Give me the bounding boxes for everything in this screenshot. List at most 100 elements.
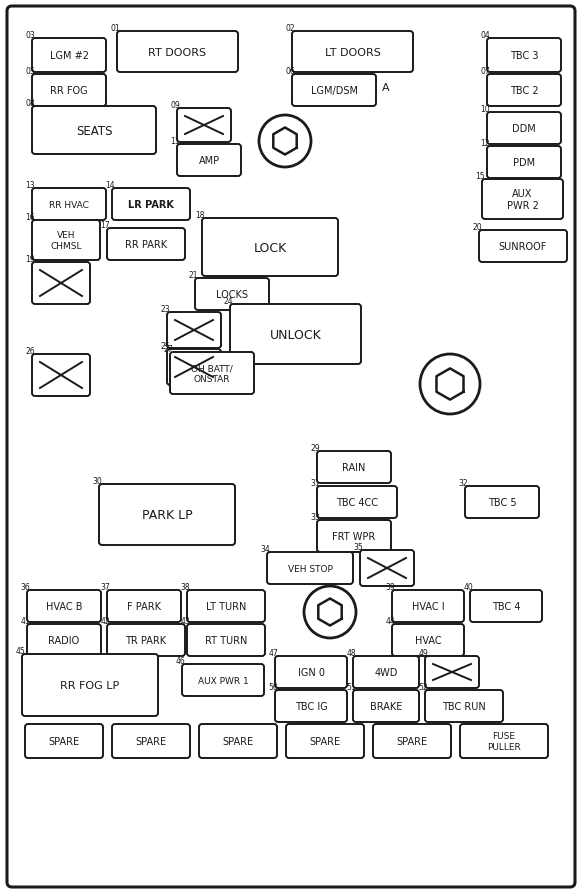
Circle shape: [420, 355, 480, 415]
Text: 07: 07: [480, 67, 490, 76]
FancyBboxPatch shape: [177, 109, 231, 143]
Text: 24: 24: [223, 297, 233, 306]
FancyBboxPatch shape: [187, 624, 265, 656]
Text: 29: 29: [310, 443, 320, 452]
Text: RAIN: RAIN: [342, 462, 365, 472]
Text: VEH
CHMSL: VEH CHMSL: [50, 231, 81, 250]
FancyBboxPatch shape: [317, 451, 391, 484]
Text: 50: 50: [268, 682, 278, 691]
FancyBboxPatch shape: [317, 520, 391, 552]
Text: 02: 02: [285, 24, 295, 33]
Text: LR PARK: LR PARK: [128, 199, 174, 210]
FancyBboxPatch shape: [167, 350, 221, 385]
Text: RR FOG LP: RR FOG LP: [61, 680, 120, 690]
FancyBboxPatch shape: [425, 656, 479, 688]
Text: BRAKE: BRAKE: [370, 701, 402, 712]
Text: 44: 44: [385, 616, 395, 625]
Text: 34: 34: [260, 544, 270, 553]
FancyBboxPatch shape: [107, 229, 185, 261]
Text: 17: 17: [100, 221, 110, 230]
Text: VEH STOP: VEH STOP: [288, 564, 332, 573]
FancyBboxPatch shape: [479, 231, 567, 263]
FancyBboxPatch shape: [392, 590, 464, 622]
Text: 26: 26: [26, 347, 35, 356]
FancyBboxPatch shape: [27, 624, 101, 656]
Text: LGM/DSM: LGM/DSM: [311, 86, 357, 96]
FancyBboxPatch shape: [107, 624, 185, 656]
FancyBboxPatch shape: [482, 180, 563, 220]
Text: TBC 4CC: TBC 4CC: [336, 497, 378, 508]
Text: SUNROOF: SUNROOF: [499, 241, 547, 252]
Text: 19: 19: [26, 255, 35, 264]
Text: 20: 20: [473, 223, 482, 232]
FancyBboxPatch shape: [292, 32, 413, 73]
Text: 15: 15: [475, 172, 485, 181]
Text: HVAC B: HVAC B: [46, 602, 82, 611]
FancyBboxPatch shape: [487, 75, 561, 107]
FancyBboxPatch shape: [107, 590, 181, 622]
Text: 31: 31: [310, 478, 320, 487]
Text: TBC IG: TBC IG: [294, 701, 328, 712]
Text: 09: 09: [171, 101, 180, 110]
Text: 36: 36: [20, 582, 30, 591]
FancyBboxPatch shape: [199, 724, 277, 758]
Text: 08: 08: [26, 99, 35, 108]
FancyBboxPatch shape: [170, 352, 254, 394]
Text: SPARE: SPARE: [310, 736, 340, 746]
FancyBboxPatch shape: [25, 724, 103, 758]
Text: HVAC I: HVAC I: [411, 602, 444, 611]
Text: 03: 03: [25, 31, 35, 40]
FancyBboxPatch shape: [112, 724, 190, 758]
Text: 27: 27: [164, 344, 173, 354]
Text: 05: 05: [25, 67, 35, 76]
FancyBboxPatch shape: [487, 39, 561, 73]
FancyBboxPatch shape: [177, 145, 241, 177]
Text: RR PARK: RR PARK: [125, 240, 167, 249]
Text: 25: 25: [161, 342, 170, 350]
Text: 49: 49: [418, 648, 428, 657]
Text: TR PARK: TR PARK: [126, 636, 166, 645]
Text: 40: 40: [463, 582, 473, 591]
Text: TBC 4: TBC 4: [492, 602, 520, 611]
FancyBboxPatch shape: [392, 624, 464, 656]
Text: IGN 0: IGN 0: [297, 667, 325, 678]
FancyBboxPatch shape: [425, 690, 503, 722]
Text: DDM: DDM: [512, 124, 536, 134]
Text: 06: 06: [285, 67, 295, 76]
FancyBboxPatch shape: [230, 305, 361, 365]
Text: PARK LP: PARK LP: [141, 509, 192, 521]
Text: 52: 52: [418, 682, 428, 691]
Text: AMP: AMP: [198, 156, 219, 165]
FancyBboxPatch shape: [22, 654, 158, 716]
Text: 04: 04: [480, 31, 490, 40]
FancyBboxPatch shape: [460, 724, 548, 758]
FancyBboxPatch shape: [275, 656, 347, 688]
FancyBboxPatch shape: [353, 690, 419, 722]
FancyBboxPatch shape: [167, 313, 221, 349]
Text: UNLOCK: UNLOCK: [269, 328, 321, 342]
Text: PDM: PDM: [513, 158, 535, 168]
Text: SPARE: SPARE: [136, 736, 166, 746]
Text: 42: 42: [100, 616, 110, 625]
FancyBboxPatch shape: [360, 551, 414, 586]
Text: LOCKS: LOCKS: [216, 290, 248, 299]
Text: FRT WPR: FRT WPR: [332, 531, 375, 542]
FancyBboxPatch shape: [202, 219, 338, 276]
Text: 16: 16: [26, 213, 35, 222]
FancyBboxPatch shape: [32, 75, 106, 107]
Text: TBC 3: TBC 3: [510, 51, 538, 61]
Text: F PARK: F PARK: [127, 602, 161, 611]
Text: 30: 30: [93, 477, 102, 485]
Text: LGM #2: LGM #2: [49, 51, 88, 61]
FancyBboxPatch shape: [275, 690, 347, 722]
FancyBboxPatch shape: [465, 486, 539, 519]
Text: 37: 37: [100, 582, 110, 591]
Text: 39: 39: [385, 582, 395, 591]
FancyBboxPatch shape: [32, 221, 100, 261]
Text: A: A: [382, 83, 389, 93]
Text: 33: 33: [310, 512, 320, 521]
Text: 48: 48: [346, 648, 356, 657]
FancyBboxPatch shape: [32, 107, 156, 155]
FancyBboxPatch shape: [32, 39, 106, 73]
Text: SPARE: SPARE: [48, 736, 80, 746]
